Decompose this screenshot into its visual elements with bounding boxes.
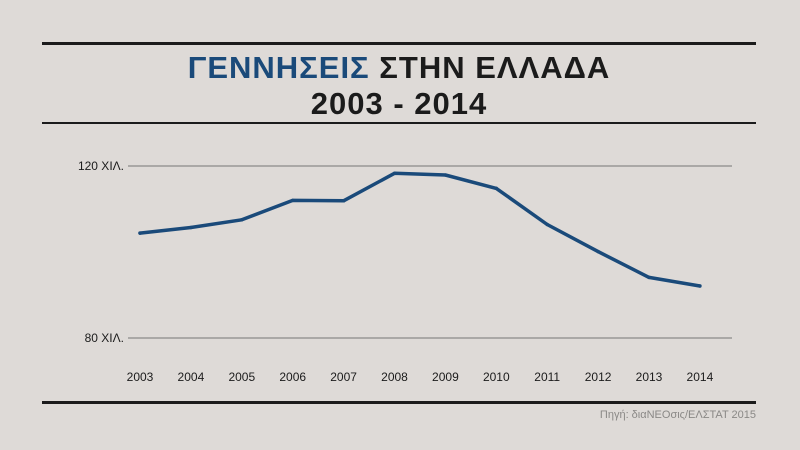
x-tick-label: 2004: [178, 370, 205, 384]
title-highlight: ΓΕΝΝΗΣΕΙΣ: [187, 50, 370, 85]
title-rule: [42, 122, 756, 124]
chart-title: ΓΕΝΝΗΣΕΙΣ ΣΤΗΝ ΕΛΛΑΔΑ 2003 - 2014: [42, 50, 756, 122]
data-point-2010: [494, 186, 498, 191]
top-rule: [42, 42, 756, 45]
title-line-1: ΓΕΝΝΗΣΕΙΣ ΣΤΗΝ ΕΛΛΑΔΑ: [42, 50, 756, 86]
x-tick-label: 2007: [330, 370, 357, 384]
x-tick-label: 2011: [534, 370, 560, 384]
x-tick-label: 2013: [636, 370, 663, 384]
x-tick-label: 2008: [381, 370, 408, 384]
x-tick-label: 2003: [127, 370, 154, 384]
y-tick-labels: 120 ΧΙΛ. 80 ΧΙΛ.: [78, 159, 124, 345]
title-rest: ΣΤΗΝ ΕΛΛΑΔΑ: [379, 50, 611, 85]
x-tick-label: 2014: [687, 370, 714, 384]
data-point-2013: [647, 275, 651, 280]
data-point-2009: [443, 173, 448, 177]
data-point-2008: [392, 171, 397, 176]
source-note: Πηγή: διαΝΕΟσις/ΕΛΣΤΑΤ 2015: [599, 409, 756, 421]
x-tick-label: 2006: [279, 370, 306, 384]
x-tick-label: 2009: [432, 370, 459, 384]
y-tick-label: 80 ΧΙΛ.: [85, 331, 124, 345]
grid-lines: [128, 165, 732, 339]
data-point-2006: [291, 198, 295, 203]
x-tick-label: 2012: [585, 370, 612, 384]
data-point-2007: [341, 199, 346, 203]
x-tick-labels: 2003 2004 2005 2006 2007 2008 2009 2010 2011 2012…: [127, 370, 714, 384]
data-point-2012: [596, 249, 600, 254]
data-point-2014: [698, 284, 702, 288]
births-series-line: [138, 171, 702, 288]
data-point-2005: [240, 218, 244, 222]
data-points: [138, 171, 702, 288]
data-point-2004: [189, 225, 193, 230]
chart-subtitle: 2003 - 2014: [310, 86, 488, 121]
x-tick-label: 2010: [483, 370, 510, 384]
data-point-2003: [138, 231, 142, 235]
x-tick-label: 2005: [228, 370, 255, 384]
data-point-2011: [545, 222, 549, 227]
bottom-rule: [42, 401, 756, 404]
y-tick-label: 120 ΧΙΛ.: [78, 159, 124, 173]
